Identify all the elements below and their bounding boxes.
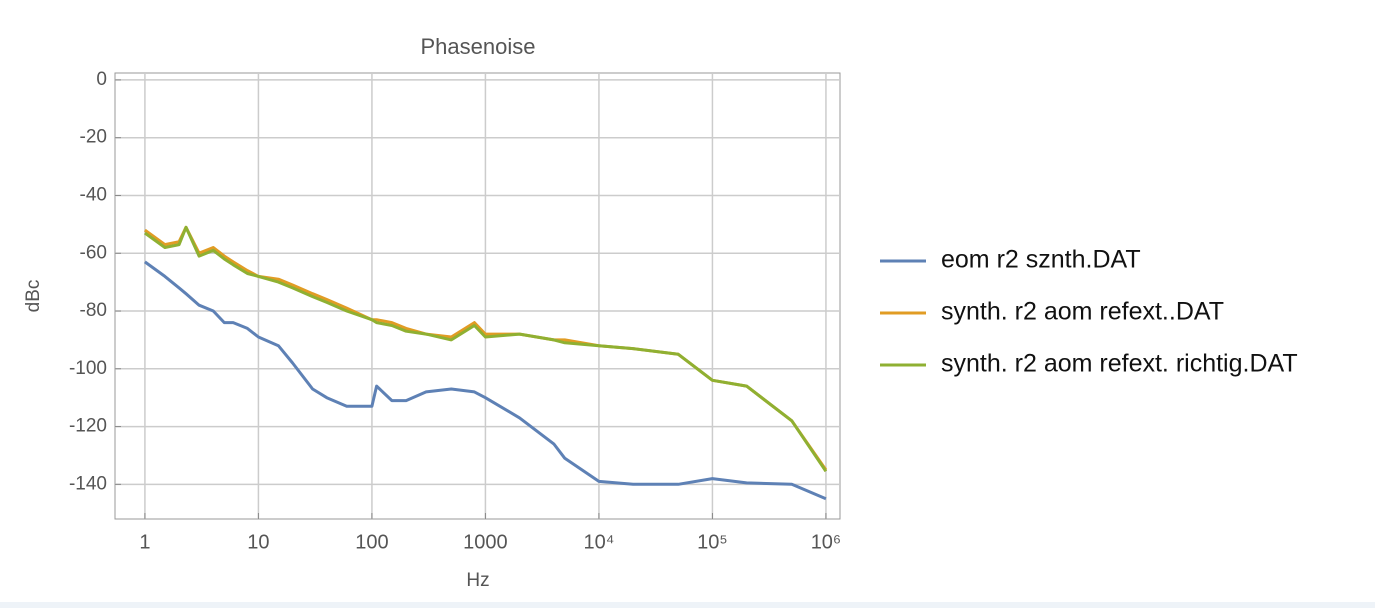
- plot-frame: [114, 72, 841, 520]
- legend: eom r2 sznth.DAT synth. r2 aom refext..DA…: [880, 246, 1298, 378]
- series-line: [144, 225, 828, 473]
- y-tick-label: -140: [69, 473, 107, 494]
- y-tick-label: -20: [80, 127, 107, 148]
- x-tick-label: 10⁵: [697, 531, 728, 553]
- x-tick-label: 10⁴: [584, 531, 615, 553]
- legend-label: synth. r2 aom refext. richtig.DAT: [941, 350, 1298, 378]
- x-tick-label: 10: [247, 531, 269, 553]
- x-tick-label: 100: [355, 531, 388, 553]
- legend-label: eom r2 sznth.DAT: [941, 246, 1141, 274]
- y-tick-label: -100: [69, 358, 107, 379]
- x-axis-label: Hz: [466, 570, 489, 591]
- y-tick-label: -120: [69, 416, 107, 437]
- legend-label: synth. r2 aom refext..DAT: [941, 298, 1224, 326]
- chart-title: Phasenoise: [421, 34, 536, 59]
- x-tick-label: 1: [139, 531, 150, 553]
- x-tick-label: 1000: [463, 531, 508, 553]
- y-tick-label: -40: [80, 184, 107, 205]
- y-tick-label: 0: [96, 69, 107, 90]
- series-line: [144, 260, 827, 501]
- y-tick-label: -60: [80, 242, 107, 263]
- y-axis-label: dBc: [23, 280, 44, 313]
- status-bar: [0, 602, 1375, 608]
- x-tick-label: 10⁶: [811, 531, 841, 553]
- y-tick-label: -80: [80, 300, 107, 321]
